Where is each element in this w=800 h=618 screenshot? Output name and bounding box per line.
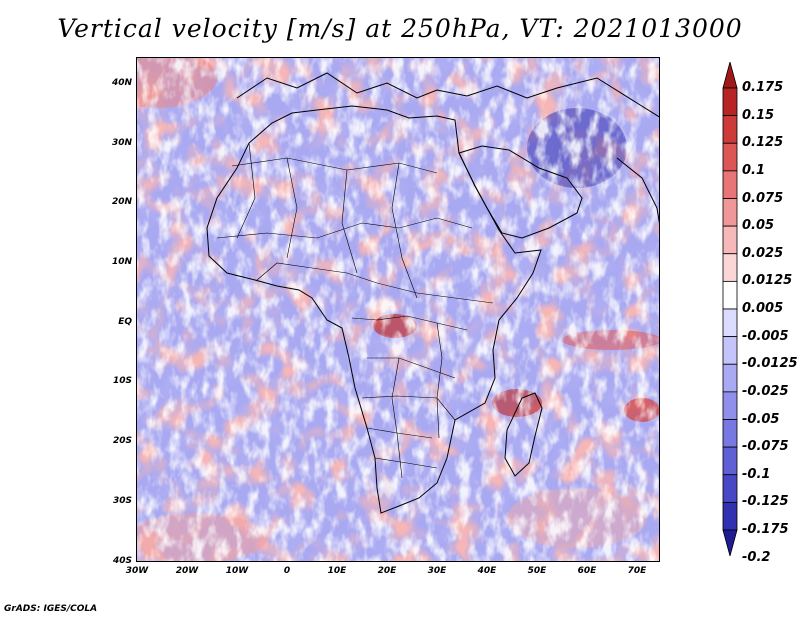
colorbar-box bbox=[722, 419, 738, 448]
colorbar-box bbox=[722, 336, 738, 365]
colorbar-box bbox=[722, 308, 738, 338]
colorbar-box bbox=[722, 363, 738, 393]
chart-title: Vertical velocity [m/s] at 250hPa, VT: 2… bbox=[57, 14, 743, 43]
lat-label-40n: 40N bbox=[111, 78, 132, 88]
lon-label-10w: 10W bbox=[225, 566, 249, 576]
colorbar-label: 0.1 bbox=[742, 162, 766, 178]
lon-label-0: 0 bbox=[283, 566, 291, 576]
colorbar-label: -0.0125 bbox=[742, 356, 798, 372]
colorbar-label: 0.005 bbox=[742, 301, 784, 316]
lon-label-70e: 70E bbox=[627, 566, 647, 576]
colorbar-label: -0.05 bbox=[742, 411, 780, 427]
india-coastline bbox=[616, 157, 659, 224]
colorbar-label: 0.175 bbox=[742, 80, 784, 95]
colorbar-tip-bottom bbox=[722, 529, 738, 556]
colorbar-box bbox=[722, 142, 738, 172]
lat-label-30s: 30S bbox=[112, 496, 132, 506]
lat-label-20n: 20N bbox=[111, 197, 132, 207]
arabia-coastline bbox=[458, 145, 583, 239]
colorbar-box bbox=[722, 170, 738, 199]
colorbar-label: 0.0125 bbox=[742, 273, 793, 289]
coastlines bbox=[206, 72, 659, 514]
lon-label-30e: 30E bbox=[427, 566, 447, 576]
lat-label-10n: 10N bbox=[111, 257, 132, 267]
colorbar-box bbox=[722, 280, 738, 310]
lon-label-40e: 40E bbox=[477, 566, 497, 576]
colorbar-box bbox=[722, 115, 738, 144]
country-borders bbox=[216, 142, 494, 479]
colorbar-label: -0.175 bbox=[742, 522, 789, 537]
colorbar-tip-top bbox=[722, 62, 738, 89]
colorbar-box bbox=[722, 391, 738, 420]
lon-label-10e: 10E bbox=[327, 566, 347, 576]
madagascar-coastline bbox=[504, 392, 543, 477]
lat-label-40s: 40S bbox=[112, 556, 132, 566]
lon-label-30w: 30W bbox=[125, 566, 149, 576]
lon-label-60e: 60E bbox=[577, 566, 597, 576]
colorbar-label: 0.125 bbox=[742, 135, 784, 151]
colorbar-label: -0.075 bbox=[742, 439, 789, 455]
footer-credit: GrADS: IGES/COLA bbox=[4, 604, 98, 614]
colorbar-box bbox=[722, 253, 738, 282]
colorbar-label: -0.025 bbox=[742, 383, 789, 399]
colorbar-label: -0.1 bbox=[742, 466, 771, 482]
colorbar-label: -0.125 bbox=[742, 494, 789, 510]
lon-label-20w: 20W bbox=[175, 566, 199, 576]
colorbar-label: 0.075 bbox=[742, 190, 784, 206]
colorbar bbox=[722, 62, 738, 556]
colorbar-box bbox=[722, 446, 738, 476]
colorbar-box bbox=[722, 198, 738, 227]
lon-label-20e: 20E bbox=[377, 566, 397, 576]
lon-label-50e: 50E bbox=[527, 566, 547, 576]
lat-label-10s: 10S bbox=[112, 376, 132, 386]
velocity-map bbox=[137, 58, 659, 561]
colorbar-box bbox=[722, 87, 738, 117]
contour-texture bbox=[137, 58, 659, 561]
lat-label-20s: 20S bbox=[112, 436, 132, 446]
lat-label-eq: EQ bbox=[118, 317, 132, 327]
lat-label-30n: 30N bbox=[111, 138, 132, 148]
europe-coastline bbox=[236, 72, 659, 118]
colorbar-box bbox=[722, 474, 738, 503]
colorbar-box bbox=[722, 501, 738, 531]
colorbar-label: -0.2 bbox=[742, 549, 771, 565]
colorbar-label: 0.025 bbox=[742, 245, 784, 261]
colorbar-label: 0.15 bbox=[742, 107, 775, 123]
colorbar-label: 0.05 bbox=[742, 218, 775, 234]
colorbar-box bbox=[722, 225, 738, 255]
map-panel bbox=[136, 57, 660, 562]
colorbar-label: -0.005 bbox=[742, 328, 789, 344]
